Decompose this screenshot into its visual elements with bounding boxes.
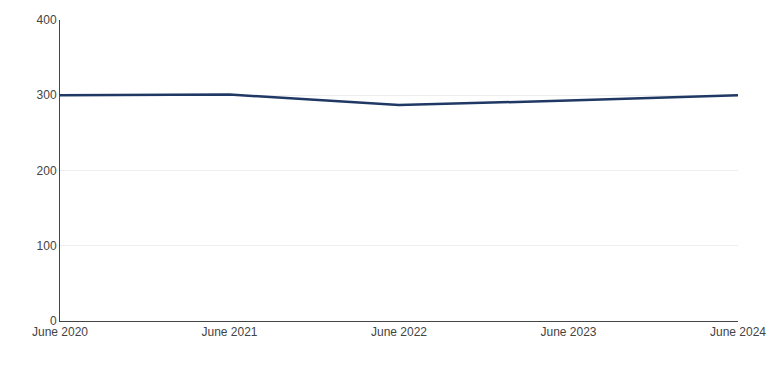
- svg-text:June 2024: June 2024: [710, 325, 766, 339]
- svg-text:0: 0: [50, 314, 57, 328]
- svg-text:June 2021: June 2021: [201, 325, 257, 339]
- svg-text:100: 100: [37, 239, 57, 253]
- svg-text:300: 300: [37, 88, 57, 102]
- svg-text:June 2022: June 2022: [371, 325, 427, 339]
- svg-text:June 2020: June 2020: [32, 325, 88, 339]
- svg-text:200: 200: [37, 164, 57, 178]
- svg-text:400: 400: [37, 13, 57, 27]
- svg-text:June 2023: June 2023: [540, 325, 596, 339]
